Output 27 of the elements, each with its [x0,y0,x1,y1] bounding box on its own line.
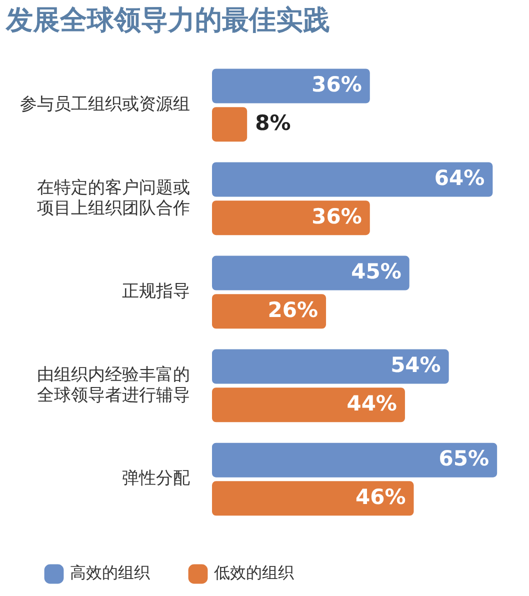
data-label: 45% [351,259,402,284]
bar [212,481,414,516]
bar [212,162,493,197]
chart-title: 发展全球领导力的最佳实践 [5,5,330,36]
legend-label: 低效的组织 [214,563,294,582]
data-label: 8% [255,110,291,135]
y-tick-label: 弹性分配 [122,468,190,489]
bar [212,349,449,384]
bar [212,442,498,478]
data-label: 65% [438,446,490,471]
data-label: 54% [390,353,441,377]
legend-label: 高效的组织 [70,563,150,582]
data-label: 44% [346,391,397,416]
data-label: 36% [312,72,362,96]
bar [212,388,405,422]
bar [212,256,410,290]
data-label: 36% [312,204,362,228]
y-tick-label: 正规指导 [122,282,190,302]
y-tick-label: 参与员工组织或资源组 [20,94,190,115]
bar [212,68,370,104]
bar [212,107,248,142]
data-label: 46% [355,484,406,509]
y-tick-label: 在特定的客户问题或项目上组织团队合作 [37,178,190,218]
bar [212,200,370,236]
y-tick-label: 由组织内经验丰富的全球领导者进行辅导 [37,364,190,406]
data-label: 26% [268,298,318,322]
data-label: 64% [434,166,485,190]
